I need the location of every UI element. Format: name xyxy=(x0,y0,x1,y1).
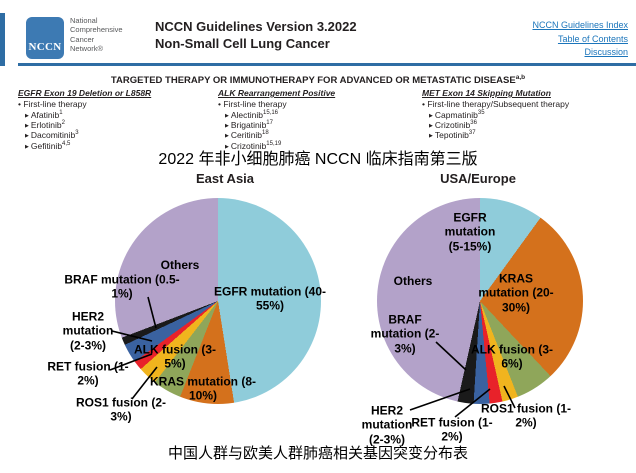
link-nccn-guidelines-index[interactable]: NCCN Guidelines Index xyxy=(532,20,628,30)
footnote-ref: 1 xyxy=(59,109,63,116)
ros1-fusion-label: ROS1 fusion (1-2%) xyxy=(480,401,571,430)
nccn-logo-text: NCCN xyxy=(28,41,62,53)
org-name: National Comprehensive Cancer Network® xyxy=(70,16,123,54)
drug-item-tepotinib: ▶ Tepotinib37 xyxy=(429,130,476,141)
her2-mutation-label: HER2 mutation (2-3%) xyxy=(361,403,413,447)
left-edge-bar xyxy=(0,13,5,66)
therapy-column-egfr: EGFR Exon 19 Deletion or L858R • First-li… xyxy=(18,88,151,151)
column-subheading: • First-line therapy/Subsequent therapy xyxy=(422,99,570,110)
therapy-column-met: MET Exon 14 Skipping Mutation • First-lin… xyxy=(422,88,569,141)
org-name-line: Comprehensive xyxy=(70,25,123,35)
drug-item-crizotinib: ▶ Crizotinib15,19 xyxy=(225,140,282,151)
column-heading: ALK Rearrangement Positive xyxy=(218,88,336,98)
drug-item-alectinib: ▶ Alectinib15,16 xyxy=(225,109,279,120)
section-title-footnote: a,b xyxy=(515,74,526,81)
link-discussion[interactable]: Discussion xyxy=(584,47,628,57)
chinese-title: 2022 年非小细胞肺癌 NCCN 临床指南第三版 xyxy=(158,151,478,168)
list-arrow-icon: ▶ xyxy=(429,123,433,130)
title-line-2: Non-Small Cell Lung Cancer xyxy=(155,35,330,51)
alk-fusion-label: ALK fusion (3-6%) xyxy=(471,342,553,371)
kras-mutation-label: KRAS mutation (8-10%) xyxy=(150,374,256,403)
footnote-ref: 3 xyxy=(75,130,79,137)
column-subheading: • First-line therapy xyxy=(18,99,87,110)
braf-mutation-label: BRAF mutation (0.5-1%) xyxy=(64,272,180,301)
footnote-ref: 2 xyxy=(61,120,65,127)
therapy-column-alk: ALK Rearrangement Positive • First-line t… xyxy=(218,88,335,151)
drug-item-brigatinib: ▶ Brigatinib17 xyxy=(225,120,273,131)
drug-item-afatinib: ▶ Afatinib1 xyxy=(25,109,63,120)
drug-item-gefitinib: ▶ Gefitinib4,5 xyxy=(25,140,71,151)
others-label: Others xyxy=(393,273,433,288)
footnote-ref: 15,16 xyxy=(263,109,279,116)
pie-figure: East Asia USA/Europe Others EGFR mutation… xyxy=(0,170,636,446)
org-name-line: Cancer xyxy=(70,34,95,44)
drug-item-crizotinib: ▶ Crizotinib36 xyxy=(429,120,477,131)
section-title: TARGETED THERAPY OR IMMUNOTHERAPY FOR AD… xyxy=(0,74,636,86)
list-arrow-icon: ▶ xyxy=(429,133,433,140)
org-name-line: National xyxy=(70,16,98,25)
footnote-ref: 36 xyxy=(470,120,477,127)
org-name-line: Network® xyxy=(70,44,104,54)
footnote-ref: 18 xyxy=(262,130,269,137)
chinese-caption: 中国人群与欧美人群肺癌相关基因突变分布表 xyxy=(167,445,468,462)
drug-item-dacomitinib: ▶ Dacomitinib3 xyxy=(25,130,79,141)
header-divider xyxy=(18,63,636,66)
page-title: NCCN Guidelines Version 3.2022 Non-Small… xyxy=(155,19,357,53)
column-subheading: • First-line therapy xyxy=(218,99,287,110)
section-title-text: TARGETED THERAPY OR IMMUNOTHERAPY FOR AD… xyxy=(110,75,516,87)
pie-usa-europe xyxy=(377,198,583,404)
footnote-ref: 15,19 xyxy=(266,140,282,147)
egfr-mutation-label: EGFR mutation (40-55%) xyxy=(214,284,327,313)
list-arrow-icon: ▶ xyxy=(225,112,229,119)
chart-title-usa-europe: USA/Europe xyxy=(440,171,516,186)
list-arrow-icon: ▶ xyxy=(225,133,229,140)
title-line-1: NCCN Guidelines Version 3.2022 xyxy=(155,19,357,34)
kras-mutation-label: KRAS mutation (20-30%) xyxy=(478,271,554,315)
column-heading: MET Exon 14 Skipping Mutation xyxy=(422,88,551,98)
therapy-columns: EGFR Exon 19 Deletion or L858R • First-li… xyxy=(0,88,636,151)
nccn-logo: NCCN xyxy=(26,17,64,59)
drug-item-capmatinib: ▶ Capmatinib35 xyxy=(429,109,485,120)
list-arrow-icon: ▶ xyxy=(25,143,29,150)
list-arrow-icon: ▶ xyxy=(25,112,29,119)
chart-title-east-asia: East Asia xyxy=(195,171,255,186)
list-arrow-icon: ▶ xyxy=(225,143,229,150)
list-arrow-icon: ▶ xyxy=(25,133,29,140)
footnote-ref: 37 xyxy=(468,130,476,137)
alk-fusion-label: ALK fusion (3-5%) xyxy=(134,342,216,371)
ret-fusion-label: RET fusion (1-2%) xyxy=(47,359,129,388)
footnote-ref: 4,5 xyxy=(62,140,71,147)
link-table-of-contents[interactable]: Table of Contents xyxy=(557,33,628,44)
others-label: Others xyxy=(160,257,200,272)
footnote-ref: 17 xyxy=(266,120,273,127)
drug-item-erlotinib: ▶ Erlotinib2 xyxy=(25,120,65,131)
list-arrow-icon: ▶ xyxy=(225,123,229,130)
ros1-fusion-label: ROS1 fusion (2-3%) xyxy=(75,395,166,424)
list-arrow-icon: ▶ xyxy=(25,123,29,130)
drug-item-ceritinib: ▶ Ceritinib18 xyxy=(225,130,269,141)
ret-fusion-label: RET fusion (1-2%) xyxy=(411,415,493,444)
braf-mutation-label: BRAF mutation (2-3%) xyxy=(370,312,440,356)
header-links: NCCN Guidelines Index Table of Contents Di… xyxy=(532,19,628,60)
list-arrow-icon: ▶ xyxy=(429,112,433,119)
footnote-ref: 35 xyxy=(477,109,485,116)
egfr-mutation-label: EGFR mutation (5-15%) xyxy=(444,210,496,254)
column-heading: EGFR Exon 19 Deletion or L858R xyxy=(18,88,152,98)
her2-mutation-label: HER2 mutation (2-3%) xyxy=(62,309,114,353)
